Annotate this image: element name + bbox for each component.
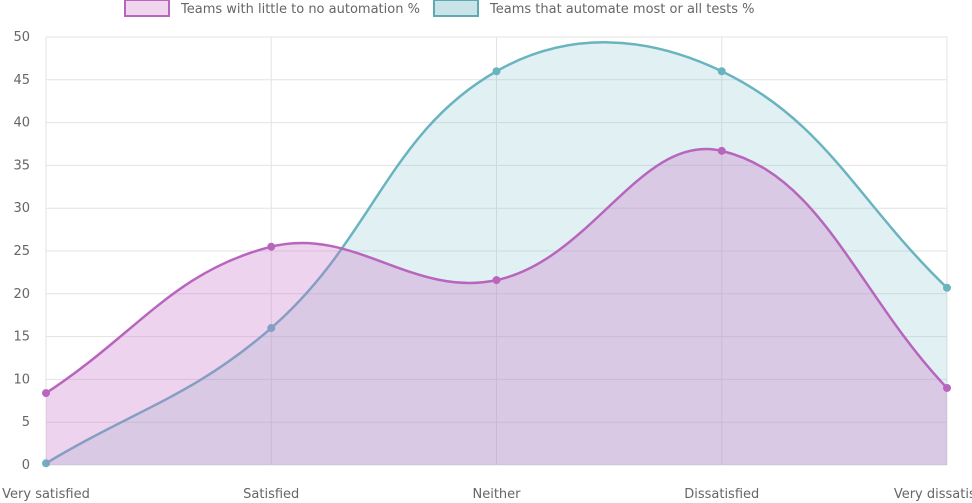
y-tick-label: 20 — [13, 287, 30, 302]
y-tick-label: 35 — [13, 158, 30, 173]
x-tick-label: Dissatisfied — [684, 487, 759, 502]
data-point[interactable] — [267, 324, 276, 333]
x-axis-ticks: Very satisfied Satisfied Neither Dissatisfi… — [2, 487, 972, 502]
series-layer — [42, 41, 951, 468]
legend[interactable]: Teams with little to no automation % Tea… — [124, 0, 755, 17]
data-point[interactable] — [717, 67, 726, 76]
y-axis-ticks: 0 5 10 15 20 25 30 35 40 45 50 — [13, 30, 30, 473]
grid — [45, 36, 948, 466]
y-tick-label: 0 — [22, 458, 30, 473]
legend-label-automate-most[interactable]: Teams that automate most or all tests % — [489, 2, 755, 17]
series-line-0 — [45, 147, 948, 395]
x-tick-label: Very dissatisfied — [894, 487, 972, 502]
y-tick-label: 25 — [13, 244, 30, 259]
legend-label-no-automation[interactable]: Teams with little to no automation % — [180, 2, 420, 17]
data-point[interactable] — [492, 276, 501, 285]
data-point[interactable] — [943, 383, 951, 392]
data-point[interactable] — [492, 67, 501, 76]
x-tick-label: Very satisfied — [2, 487, 90, 502]
x-tick-label: Satisfied — [243, 487, 299, 502]
legend-swatch-automate-most[interactable] — [433, 0, 479, 17]
y-tick-label: 50 — [13, 30, 30, 45]
series-area-0 — [46, 148, 947, 466]
data-point[interactable] — [42, 389, 50, 398]
y-tick-label: 45 — [13, 73, 30, 88]
x-tick-label: Neither — [472, 487, 521, 502]
y-tick-label: 40 — [13, 116, 30, 131]
data-point[interactable] — [943, 283, 951, 292]
y-tick-label: 5 — [22, 415, 30, 430]
y-tick-label: 10 — [13, 372, 30, 387]
y-tick-label: 30 — [13, 201, 30, 216]
data-point[interactable] — [717, 146, 726, 155]
legend-swatch-no-automation[interactable] — [124, 0, 170, 17]
data-point[interactable] — [267, 242, 276, 251]
y-tick-label: 15 — [13, 330, 30, 345]
data-point[interactable] — [42, 459, 50, 468]
